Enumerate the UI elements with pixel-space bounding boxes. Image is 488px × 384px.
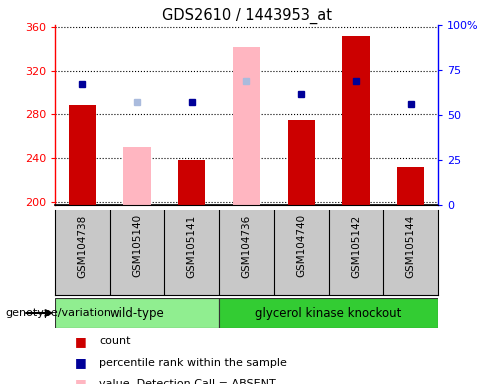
Bar bbox=[55, 298, 219, 328]
Text: GSM105142: GSM105142 bbox=[351, 214, 361, 278]
Bar bbox=[69, 104, 96, 205]
Text: ■: ■ bbox=[75, 377, 86, 384]
Text: GSM104736: GSM104736 bbox=[242, 214, 251, 278]
Text: value, Detection Call = ABSENT: value, Detection Call = ABSENT bbox=[99, 379, 276, 384]
Text: count: count bbox=[99, 336, 130, 346]
Text: GSM105141: GSM105141 bbox=[187, 214, 197, 278]
Text: wild-type: wild-type bbox=[110, 306, 164, 319]
Bar bbox=[397, 167, 425, 205]
Text: GSM104740: GSM104740 bbox=[296, 214, 306, 277]
Bar bbox=[178, 160, 205, 205]
Text: glycerol kinase knockout: glycerol kinase knockout bbox=[255, 306, 402, 319]
Text: ■: ■ bbox=[75, 356, 86, 369]
Bar bbox=[342, 36, 369, 205]
Bar bbox=[123, 147, 151, 205]
Bar bbox=[233, 47, 260, 205]
Text: GSM105140: GSM105140 bbox=[132, 214, 142, 277]
Text: percentile rank within the sample: percentile rank within the sample bbox=[99, 358, 287, 367]
Text: GSM105144: GSM105144 bbox=[406, 214, 416, 278]
Bar bbox=[219, 298, 438, 328]
Title: GDS2610 / 1443953_at: GDS2610 / 1443953_at bbox=[162, 7, 331, 24]
Text: ■: ■ bbox=[75, 335, 86, 348]
Bar bbox=[287, 120, 315, 205]
Text: GSM104738: GSM104738 bbox=[78, 214, 87, 278]
Text: genotype/variation: genotype/variation bbox=[5, 308, 111, 318]
